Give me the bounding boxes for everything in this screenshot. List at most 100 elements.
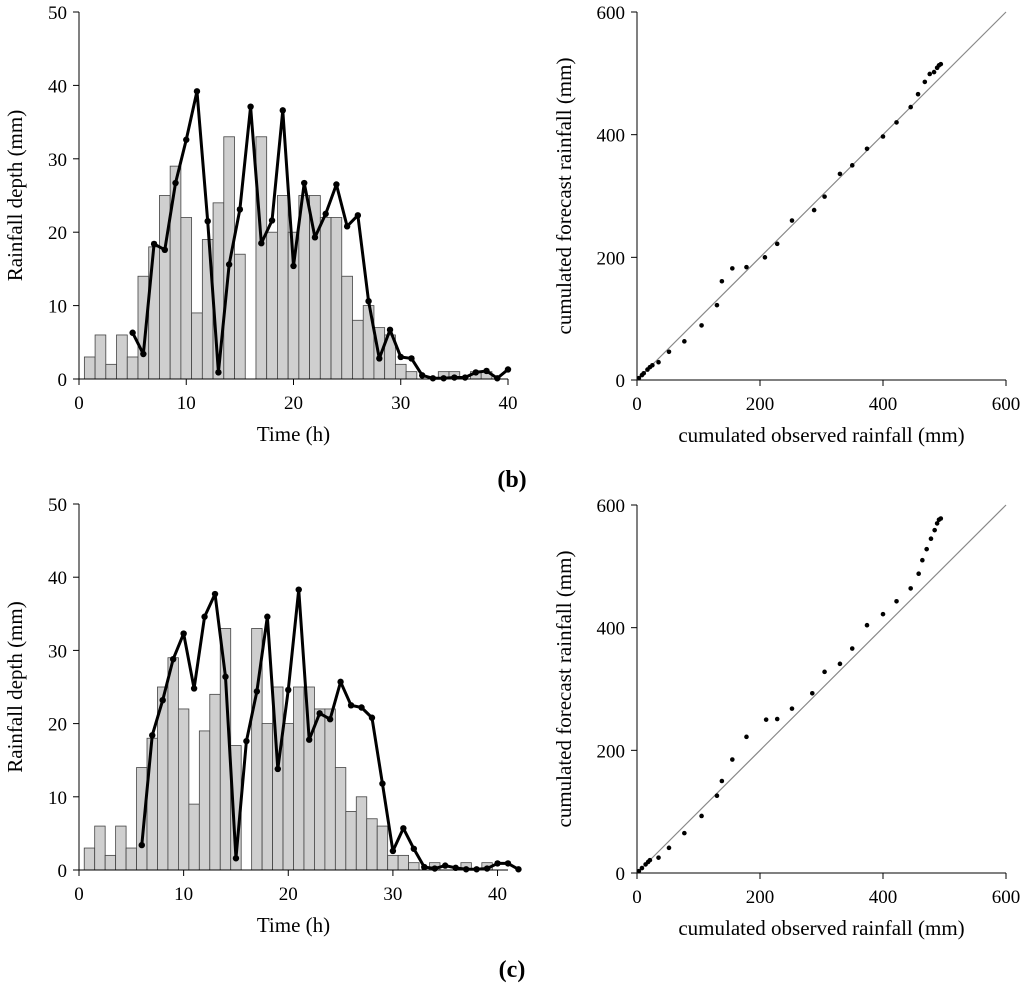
scatter-point (789, 218, 795, 223)
bar (355, 796, 368, 871)
forecast-point (483, 865, 491, 872)
scatter-point (924, 546, 929, 552)
bar (293, 686, 305, 871)
scatter-point (938, 61, 944, 67)
x-tick-label: 200 (746, 394, 775, 415)
bar (188, 803, 200, 871)
forecast-point (140, 350, 147, 358)
forecast-point (397, 353, 404, 361)
bar (394, 363, 407, 380)
scatter-point (932, 527, 937, 533)
forecast-point (504, 366, 512, 373)
chart-b-left: 0 10 20 30 40 0 10 20 30 40 50 Time (h) Rainfall dep… (3, 3, 518, 446)
forecast-point (190, 685, 198, 692)
scatter-point (647, 857, 653, 863)
x-tick-label: 30 (391, 393, 410, 414)
scatter-point (650, 362, 655, 368)
bar (282, 723, 294, 871)
forecast-point (365, 297, 372, 305)
y-tick-label: 40 (48, 76, 67, 97)
forecast-point (461, 374, 469, 381)
forecast-point (311, 234, 319, 241)
y-tick-label: 10 (48, 788, 67, 809)
bar (116, 334, 128, 380)
scatter-point (719, 278, 725, 284)
scatter-point (916, 571, 921, 576)
scatter-point (774, 716, 780, 722)
bar (405, 371, 418, 380)
y-tick-label: 20 (48, 715, 67, 736)
bar (125, 847, 137, 871)
scatter-point (931, 69, 937, 75)
scatter-point (699, 323, 704, 328)
y-tick-label: 10 (48, 297, 67, 318)
x-tick-label: 400 (869, 394, 898, 415)
scatter-point (730, 266, 735, 271)
bar (104, 854, 117, 871)
y-tick-label: 30 (48, 150, 67, 171)
forecast-point (333, 181, 340, 188)
forecast-point (204, 217, 211, 225)
x-tick-label: 20 (279, 884, 298, 905)
bar (105, 363, 117, 380)
scatter-point (849, 646, 855, 651)
scatter-point (744, 264, 749, 270)
y-tick-label: 50 (48, 495, 67, 516)
scatter-point (922, 79, 928, 85)
scatter-point (656, 359, 661, 365)
forecast-point (290, 262, 297, 270)
forecast-point (400, 825, 407, 832)
panel-label-b: (b) (497, 467, 526, 493)
y-axis-label: cumulated forecast rainfall (mm) (552, 58, 576, 335)
scatter-point (730, 757, 735, 762)
scatter-point (714, 793, 720, 799)
x-axis-label: cumulated observed rainfall (mm) (678, 916, 964, 940)
forecast-point (138, 841, 145, 849)
bar (126, 356, 139, 380)
bar (277, 195, 289, 380)
bar (191, 312, 203, 380)
forecast-point (408, 355, 415, 362)
scatter-point (927, 71, 933, 77)
scatter-point (908, 104, 913, 110)
scatter-point (763, 717, 769, 722)
y-tick-label: 0 (616, 864, 626, 885)
forecast-point (494, 375, 501, 382)
forecast-point (264, 613, 271, 620)
forecast-point (183, 136, 190, 143)
forecast-point (201, 613, 208, 620)
x-tick-label: 600 (992, 394, 1021, 415)
scatter-point (774, 241, 780, 247)
scatter-point (908, 586, 913, 591)
forecast-point (440, 375, 447, 382)
forecast-point (169, 655, 177, 663)
bar (198, 730, 211, 871)
forecast-point (295, 586, 302, 593)
forecast-point (389, 847, 397, 855)
scatter-point (894, 120, 899, 125)
bar (376, 825, 389, 871)
forecast-point (326, 716, 334, 723)
y-axis-label: Rainfall depth (mm) (3, 110, 27, 281)
scatter-point (880, 134, 886, 139)
x-tick-label: 30 (383, 884, 402, 905)
scatter-point (682, 339, 687, 344)
scatter-point (849, 163, 855, 168)
bar (167, 657, 179, 871)
forecast-point (429, 375, 437, 382)
forecast-point (347, 702, 355, 709)
bar (234, 253, 246, 380)
scatter-point (666, 349, 672, 355)
chart-c-right: 0 200 400 600 0 200 400 600 cumulated observed r… (552, 496, 1020, 940)
scatter-point (822, 669, 827, 675)
y-tick-label: 600 (597, 496, 626, 517)
forecast-point (247, 103, 254, 110)
y-tick-label: 50 (48, 3, 67, 24)
scatter-point (928, 536, 934, 542)
forecast-point (222, 673, 229, 680)
forecast-point (504, 860, 512, 867)
forecast-point (150, 240, 158, 248)
bar (255, 136, 268, 380)
forecast-point (305, 736, 313, 743)
scatter-point (837, 171, 843, 177)
